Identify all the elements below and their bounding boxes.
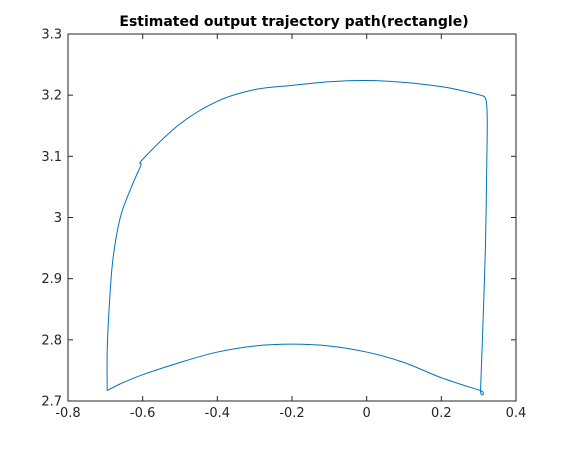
x-tick-label: 0.2 (431, 406, 452, 421)
series-layer (106, 79, 488, 396)
chart-title: Estimated output trajectory path(rectang… (119, 14, 468, 30)
y-tick-label: 2.9 (41, 272, 62, 287)
x-tick-label: 0 (363, 406, 371, 421)
y-tick-label: 2.7 (41, 395, 62, 410)
x-tick-label: -0.6 (130, 406, 155, 421)
x-tick-label: 0.4 (506, 406, 527, 421)
plot-area (67, 33, 517, 402)
y-tick-label: 3.1 (41, 150, 62, 165)
x-tick-label: -0.2 (279, 406, 304, 421)
y-tick-label: 3 (54, 211, 62, 226)
x-axis: -0.8 -0.6 -0.4 -0.2 0 0.2 0.4 (55, 34, 526, 421)
y-tick-label: 3.2 (41, 89, 62, 104)
trajectory-line (106, 79, 488, 396)
y-tick-label: 2.8 (41, 333, 62, 348)
y-axis: 2.7 2.8 2.9 3 3.1 3.2 3.3 (41, 28, 516, 410)
x-tick-label: -0.4 (205, 406, 230, 421)
y-tick-label: 3.3 (41, 28, 62, 43)
axes-box (67, 33, 517, 402)
x-tick-label: -0.8 (55, 406, 80, 421)
